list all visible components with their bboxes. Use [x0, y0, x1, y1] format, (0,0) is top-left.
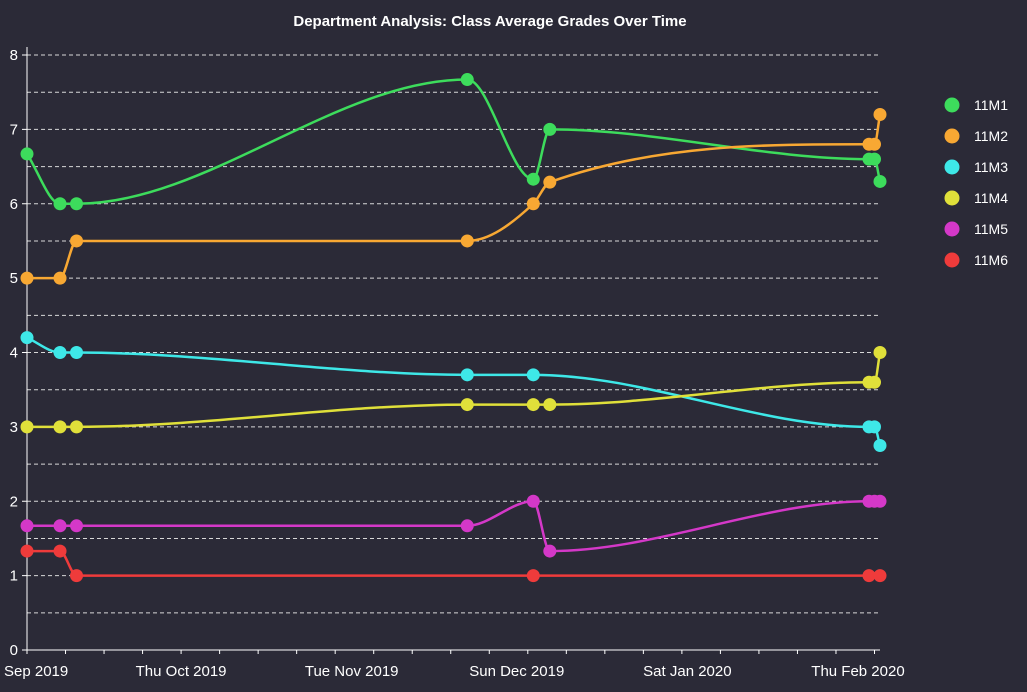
legend-item-11m5[interactable]: 11M5: [944, 221, 1009, 237]
data-point[interactable]: [526, 398, 540, 412]
legend-marker: [944, 221, 960, 237]
data-point[interactable]: [873, 174, 887, 188]
y-axis-ticks: 0 1 2 3 4 5 6 7 8: [10, 47, 27, 659]
data-point[interactable]: [70, 197, 84, 211]
data-point[interactable]: [20, 544, 34, 558]
legend-item-11m2[interactable]: 11M2: [944, 128, 1009, 144]
series-line-11m6: [27, 549, 880, 577]
legend-item-11m1[interactable]: 11M1: [944, 97, 1009, 113]
data-point[interactable]: [873, 108, 887, 121]
data-point[interactable]: [873, 569, 887, 583]
legend-marker: [944, 159, 960, 175]
data-point[interactable]: [70, 569, 84, 583]
data-point[interactable]: [543, 544, 557, 558]
series-line-11m5: [27, 499, 880, 553]
data-point[interactable]: [20, 420, 34, 434]
legend-marker: [944, 252, 960, 268]
data-point[interactable]: [20, 519, 34, 533]
series-11m4: [20, 346, 887, 434]
legend-label: 11M1: [974, 97, 1008, 113]
legend-label: 11M5: [974, 221, 1008, 237]
x-tick-label: Thu Oct 2019: [136, 663, 227, 680]
series-line-11m2: [27, 114, 882, 280]
data-point[interactable]: [53, 271, 67, 285]
y-tick-label: 3: [10, 419, 18, 436]
x-tick-label: Sep 2019: [4, 663, 68, 680]
x-tick-label: Sun Dec 2019: [469, 663, 564, 680]
data-point[interactable]: [53, 197, 67, 211]
data-point[interactable]: [526, 494, 540, 508]
data-point[interactable]: [543, 175, 557, 189]
y-tick-label: 4: [10, 345, 18, 362]
data-point[interactable]: [862, 569, 876, 583]
data-point[interactable]: [873, 494, 887, 508]
data-point[interactable]: [867, 152, 881, 166]
data-point[interactable]: [543, 122, 557, 136]
x-tick-label: Thu Feb 2020: [811, 663, 904, 680]
series-11m6: [20, 544, 887, 583]
data-point[interactable]: [70, 519, 84, 533]
data-point[interactable]: [543, 398, 557, 412]
legend-label: 11M6: [974, 252, 1008, 268]
data-point[interactable]: [53, 519, 67, 533]
y-tick-label: 7: [10, 121, 18, 138]
data-point[interactable]: [70, 420, 84, 434]
y-tick-label: 5: [10, 270, 18, 287]
y-tick-label: 6: [10, 196, 18, 213]
legend-marker: [944, 97, 960, 113]
grid-lines: [27, 54, 880, 614]
data-point[interactable]: [526, 172, 540, 186]
series-line-11m1: [25, 78, 882, 205]
data-point[interactable]: [867, 420, 881, 434]
y-tick-label: 0: [10, 642, 18, 659]
legend-item-11m6[interactable]: 11M6: [944, 252, 1009, 268]
legend-marker: [944, 128, 960, 144]
data-point[interactable]: [867, 375, 881, 389]
legend[interactable]: 11M1 11M2 11M3 11M4 11M5 11M6: [944, 97, 1009, 268]
data-point[interactable]: [53, 420, 67, 434]
data-point[interactable]: [526, 368, 540, 382]
y-tick-label: 8: [10, 47, 18, 64]
data-point[interactable]: [53, 346, 67, 359]
data-point[interactable]: [526, 569, 540, 583]
chart-title: Department Analysis: Class Average Grade…: [293, 13, 686, 30]
series-11m5: [20, 494, 887, 558]
data-point[interactable]: [460, 234, 474, 248]
data-point[interactable]: [460, 73, 474, 87]
data-point[interactable]: [20, 271, 34, 285]
y-tick-label: 2: [10, 493, 18, 510]
data-point[interactable]: [70, 234, 84, 248]
data-point[interactable]: [53, 544, 67, 558]
legend-label: 11M4: [974, 190, 1008, 206]
data-point[interactable]: [460, 398, 474, 412]
legend-marker: [944, 190, 960, 206]
legend-item-11m3[interactable]: 11M3: [944, 159, 1009, 175]
x-tick-label: Sat Jan 2020: [643, 663, 731, 680]
legend-item-11m4[interactable]: 11M4: [944, 190, 1009, 206]
data-point[interactable]: [873, 346, 887, 359]
axes: [26, 47, 880, 651]
y-tick-label: 1: [10, 568, 18, 585]
series-11m3: [20, 331, 887, 452]
data-point[interactable]: [460, 368, 474, 382]
x-axis-ticks: Sep 2019 Thu Oct 2019 Tue Nov 2019 Sun Dec …: [4, 650, 905, 680]
data-point[interactable]: [20, 147, 34, 161]
series-11m2: [20, 108, 887, 285]
series-line-11m3: [26, 336, 882, 446]
data-point[interactable]: [873, 438, 887, 452]
x-tick-label: Tue Nov 2019: [305, 663, 399, 680]
series-group: [20, 73, 887, 583]
data-point[interactable]: [867, 137, 881, 151]
legend-label: 11M2: [974, 128, 1008, 144]
data-point[interactable]: [70, 346, 84, 359]
series-11m1: [20, 73, 887, 211]
data-point[interactable]: [20, 331, 34, 345]
legend-label: 11M3: [974, 159, 1008, 175]
data-point[interactable]: [460, 519, 474, 533]
data-point[interactable]: [526, 197, 540, 211]
